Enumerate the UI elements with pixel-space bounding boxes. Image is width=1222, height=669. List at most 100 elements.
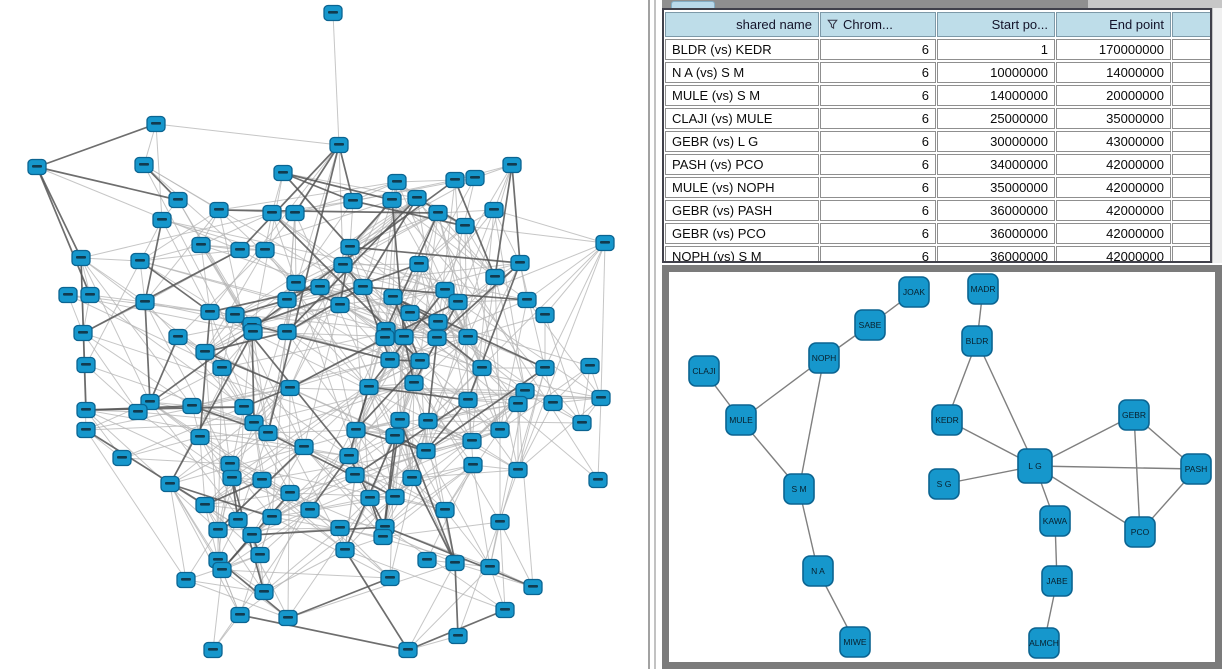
network-edge[interactable] <box>80 257 193 407</box>
network-edge[interactable] <box>409 209 495 314</box>
network-edge[interactable] <box>80 257 146 303</box>
network-edge[interactable] <box>267 382 415 434</box>
network-node[interactable] <box>435 501 455 519</box>
table-cell[interactable]: 6 <box>820 39 936 60</box>
network-edge[interactable] <box>169 387 291 485</box>
network-edge[interactable] <box>464 225 606 244</box>
network-edge[interactable] <box>169 483 187 581</box>
network-edge[interactable] <box>155 123 163 221</box>
network-edge[interactable] <box>139 209 220 262</box>
network-edge[interactable] <box>143 164 438 339</box>
subnetwork-node-LG[interactable]: L G <box>1017 448 1053 484</box>
network-edge[interactable] <box>467 276 496 338</box>
network-edge[interactable] <box>396 179 456 183</box>
network-node[interactable] <box>404 374 424 392</box>
network-node[interactable] <box>390 411 410 429</box>
table-row[interactable]: PASH (vs) PCO6340000004200000011.4 <box>665 154 1210 175</box>
network-edge[interactable] <box>338 144 354 202</box>
subnetwork-node-NA[interactable]: N A <box>802 555 834 587</box>
network-edge[interactable] <box>80 257 151 403</box>
table-row[interactable]: MULE (vs) NOPH6350000004200000010.5 <box>665 177 1210 198</box>
network-edge[interactable] <box>349 199 393 248</box>
network-node[interactable] <box>212 359 232 377</box>
network-edge[interactable] <box>263 527 341 593</box>
network-edge[interactable] <box>349 197 418 248</box>
network-node[interactable] <box>427 329 447 347</box>
network-edge[interactable] <box>271 516 391 579</box>
network-edge[interactable] <box>419 360 602 399</box>
network-node[interactable] <box>343 192 363 210</box>
table-cell[interactable]: 36000000 <box>937 200 1055 221</box>
network-edge[interactable] <box>425 450 491 568</box>
table-cell[interactable]: 16.9 <box>1172 131 1210 152</box>
network-edge[interactable] <box>185 529 219 581</box>
network-edge[interactable] <box>199 436 350 457</box>
network-node[interactable] <box>543 394 563 412</box>
network-edge[interactable] <box>339 304 391 361</box>
network-node[interactable] <box>254 583 274 601</box>
network-node[interactable] <box>208 521 228 539</box>
network-node[interactable] <box>455 217 475 235</box>
network-node[interactable] <box>458 391 478 409</box>
network-node[interactable] <box>286 274 306 292</box>
network-node[interactable] <box>400 304 420 322</box>
table-cell[interactable]: GEBR (vs) L G <box>665 131 819 152</box>
network-node[interactable] <box>418 412 438 430</box>
network-node[interactable] <box>71 249 91 267</box>
network-edge[interactable] <box>36 166 91 296</box>
network-edge[interactable] <box>144 301 151 403</box>
network-edge[interactable] <box>143 164 241 251</box>
table-cell[interactable]: 6 <box>820 154 936 175</box>
network-edge[interactable] <box>204 492 291 506</box>
network-node[interactable] <box>480 558 500 576</box>
network-edge[interactable] <box>251 324 255 424</box>
network-edge[interactable] <box>239 199 393 251</box>
network-edge[interactable] <box>204 249 266 353</box>
table-cell[interactable]: 6 <box>820 62 936 83</box>
network-edge[interactable] <box>437 212 496 278</box>
network-edge[interactable] <box>286 331 370 388</box>
network-edge[interactable] <box>85 429 187 581</box>
table-cell[interactable]: 9.9 <box>1172 246 1210 261</box>
network-edge[interactable] <box>143 164 346 551</box>
network-edge[interactable] <box>597 397 602 481</box>
subnetwork-node-PASH[interactable]: PASH <box>1180 453 1212 485</box>
subnetwork-node-JABE[interactable]: JABE <box>1041 565 1073 597</box>
network-edge[interactable] <box>185 579 289 619</box>
network-node[interactable] <box>435 281 455 299</box>
table-cell[interactable]: 14000000 <box>1056 62 1171 83</box>
table-cell[interactable]: 43000000 <box>1056 131 1171 152</box>
network-node[interactable] <box>76 421 96 439</box>
network-edge[interactable] <box>399 336 405 421</box>
network-edge[interactable] <box>457 469 519 637</box>
network-edge[interactable] <box>517 403 534 588</box>
column-header-chrom-[interactable]: Chrom... <box>820 12 936 37</box>
network-edge[interactable] <box>204 351 291 389</box>
network-node[interactable] <box>472 359 492 377</box>
table-row[interactable]: GEBR (vs) PCO636000000420000008.4 <box>665 223 1210 244</box>
main-network-canvas[interactable] <box>0 0 648 669</box>
network-edge[interactable] <box>289 337 386 389</box>
network-edge[interactable] <box>369 450 427 499</box>
network-edge[interactable] <box>289 387 305 448</box>
network-node[interactable] <box>146 115 166 133</box>
subnetwork-node-MADR[interactable]: MADR <box>967 273 999 305</box>
network-edge[interactable] <box>251 526 386 536</box>
network-edge[interactable] <box>251 263 420 326</box>
network-edge[interactable] <box>425 367 546 452</box>
network-edge[interactable] <box>85 219 163 366</box>
network-edge[interactable] <box>287 497 371 619</box>
table-cell[interactable]: 5.9 <box>1172 108 1210 129</box>
network-edge[interactable] <box>82 332 193 407</box>
subnetwork-node-KAWA[interactable]: KAWA <box>1039 505 1071 537</box>
network-node[interactable] <box>485 268 505 286</box>
network-edge[interactable] <box>309 455 350 511</box>
network-edge[interactable] <box>544 314 583 424</box>
network-edge[interactable] <box>221 314 236 369</box>
network-edge[interactable] <box>289 264 344 389</box>
network-edge[interactable] <box>209 144 340 313</box>
network-edge[interactable] <box>344 549 409 651</box>
network-edge[interactable] <box>427 420 446 511</box>
network-node[interactable] <box>323 4 343 22</box>
network-node[interactable] <box>580 357 600 375</box>
